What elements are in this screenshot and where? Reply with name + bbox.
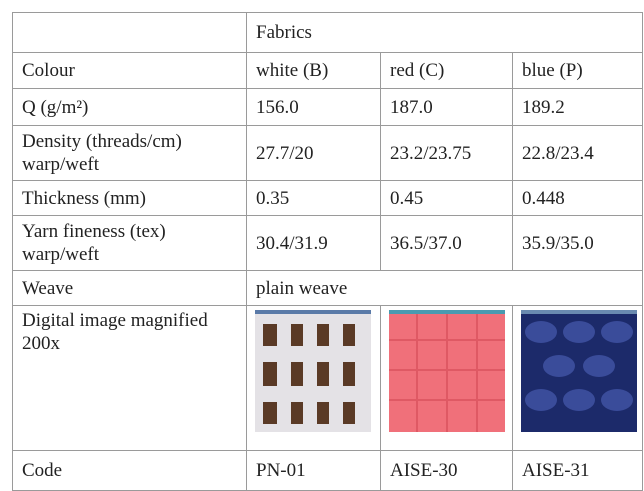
- fabric-image-blue: [521, 310, 637, 432]
- cell: 30.4/31.9: [247, 216, 381, 271]
- cell: 0.448: [513, 181, 643, 216]
- header-cell: Fabrics: [247, 13, 643, 53]
- cell: 35.9/35.0: [513, 216, 643, 271]
- cell: 187.0: [381, 89, 513, 126]
- cell: 23.2/23.75: [381, 126, 513, 181]
- empty-cell: [13, 13, 247, 53]
- cell: 0.45: [381, 181, 513, 216]
- cell: white (B): [247, 53, 381, 89]
- row-label: Q (g/m²): [13, 89, 247, 126]
- image-cell: [513, 306, 643, 451]
- header-row: Fabrics: [13, 13, 643, 53]
- cell: blue (P): [513, 53, 643, 89]
- cell: red (C): [381, 53, 513, 89]
- row-label: Yarn fineness (tex) warp/weft: [13, 216, 247, 271]
- image-cell: [381, 306, 513, 451]
- cell: PN-01: [247, 451, 381, 491]
- row-label: Density (threads/cm) warp/weft: [13, 126, 247, 181]
- row-label: Colour: [13, 53, 247, 89]
- cell: 27.7/20: [247, 126, 381, 181]
- row-label: Thickness (mm): [13, 181, 247, 216]
- table-row: Digital image magnified 200x: [13, 306, 643, 451]
- fabric-image-white: [255, 310, 371, 432]
- row-label: Digital image magnified 200x: [13, 306, 247, 451]
- row-label: Weave: [13, 271, 247, 306]
- cell: AISE-30: [381, 451, 513, 491]
- image-cell: [247, 306, 381, 451]
- cell: plain weave: [247, 271, 643, 306]
- page: {"table":{"header":"Fabrics", "rows":[ {…: [0, 0, 644, 481]
- fabric-image-red: [389, 310, 505, 432]
- cell: 0.35: [247, 181, 381, 216]
- cell: 22.8/23.4: [513, 126, 643, 181]
- cell: 36.5/37.0: [381, 216, 513, 271]
- row-label: Code: [13, 451, 247, 491]
- cell: 156.0: [247, 89, 381, 126]
- cell: AISE-31: [513, 451, 643, 491]
- cell: 189.2: [513, 89, 643, 126]
